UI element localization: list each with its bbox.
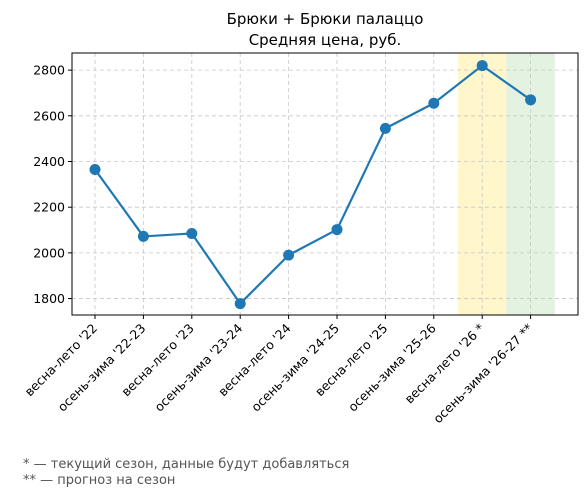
series-line bbox=[89, 60, 537, 310]
x-tick-label: осень-зима '23-24 bbox=[151, 320, 245, 414]
series-line-path bbox=[94, 64, 532, 305]
data-point bbox=[283, 249, 295, 261]
data-point bbox=[137, 230, 149, 242]
data-point bbox=[476, 60, 488, 72]
chart-title: Брюки + Брюки палаццо bbox=[227, 10, 424, 28]
x-tick-label: осень-зима '26-27 ** bbox=[430, 321, 536, 427]
data-point bbox=[379, 122, 391, 134]
plot-frame bbox=[71, 52, 579, 316]
y-tick-label: 2400 bbox=[33, 154, 65, 169]
footnote-current-season: * — текущий сезон, данные будут добавлят… bbox=[23, 457, 350, 472]
highlight-bands bbox=[458, 53, 555, 315]
x-tick-label: осень-зима '22-23 bbox=[55, 321, 149, 415]
y-axis: 1800 2000 2200 2400 2600 2800 bbox=[33, 63, 72, 306]
data-point bbox=[89, 163, 101, 175]
data-point bbox=[186, 227, 198, 239]
data-point bbox=[525, 94, 537, 106]
data-point bbox=[428, 97, 440, 109]
chart-subtitle: Средняя цена, руб. bbox=[249, 31, 402, 49]
data-point bbox=[234, 298, 246, 310]
highlight-band bbox=[506, 53, 555, 315]
y-tick-label: 2000 bbox=[33, 245, 65, 260]
footnote-forecast: ** — прогноз на сезон bbox=[23, 473, 176, 488]
y-tick-label: 2600 bbox=[33, 108, 65, 123]
x-tick-label: осень-зима '24-25 bbox=[248, 321, 342, 415]
data-point bbox=[331, 224, 343, 236]
y-tick-label: 2200 bbox=[33, 200, 65, 215]
x-tick-label: осень-зима '25-26 bbox=[345, 320, 439, 414]
grid-lines bbox=[72, 53, 578, 315]
y-tick-label: 1800 bbox=[33, 291, 65, 306]
y-tick-label: 2800 bbox=[33, 63, 65, 78]
highlight-band bbox=[458, 53, 507, 315]
line-chart: Брюки + Брюки палаццо Средняя цена, руб.… bbox=[21, 10, 579, 427]
